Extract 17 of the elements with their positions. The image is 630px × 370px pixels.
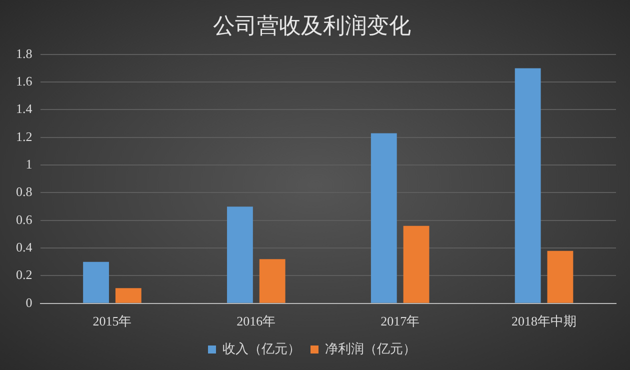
y-tick-label: 1 [26,156,32,172]
x-tick-label: 2018年中期 [512,314,577,329]
y-tick-label: 0.6 [16,212,33,227]
legend-label: 净利润（亿元） [325,342,416,357]
y-tick-label: 0.2 [16,267,32,282]
y-tick-label: 0.8 [16,184,32,200]
x-tick-label: 2016年 [236,314,276,329]
y-tick-label: 0 [26,294,32,310]
y-tick-label: 1.2 [16,128,32,144]
y-tick-label: 1.6 [16,73,33,88]
x-tick-label: 2017年 [380,314,420,329]
legend-label: 收入（亿元） [222,342,300,357]
chart-title: 公司营收及利润变化 [213,14,411,39]
x-tick-label: 2015年 [92,314,132,329]
y-tick-label: 1.4 [16,101,33,116]
y-tick-label: 1.8 [16,46,32,61]
y-tick-label: 0.4 [16,239,33,254]
